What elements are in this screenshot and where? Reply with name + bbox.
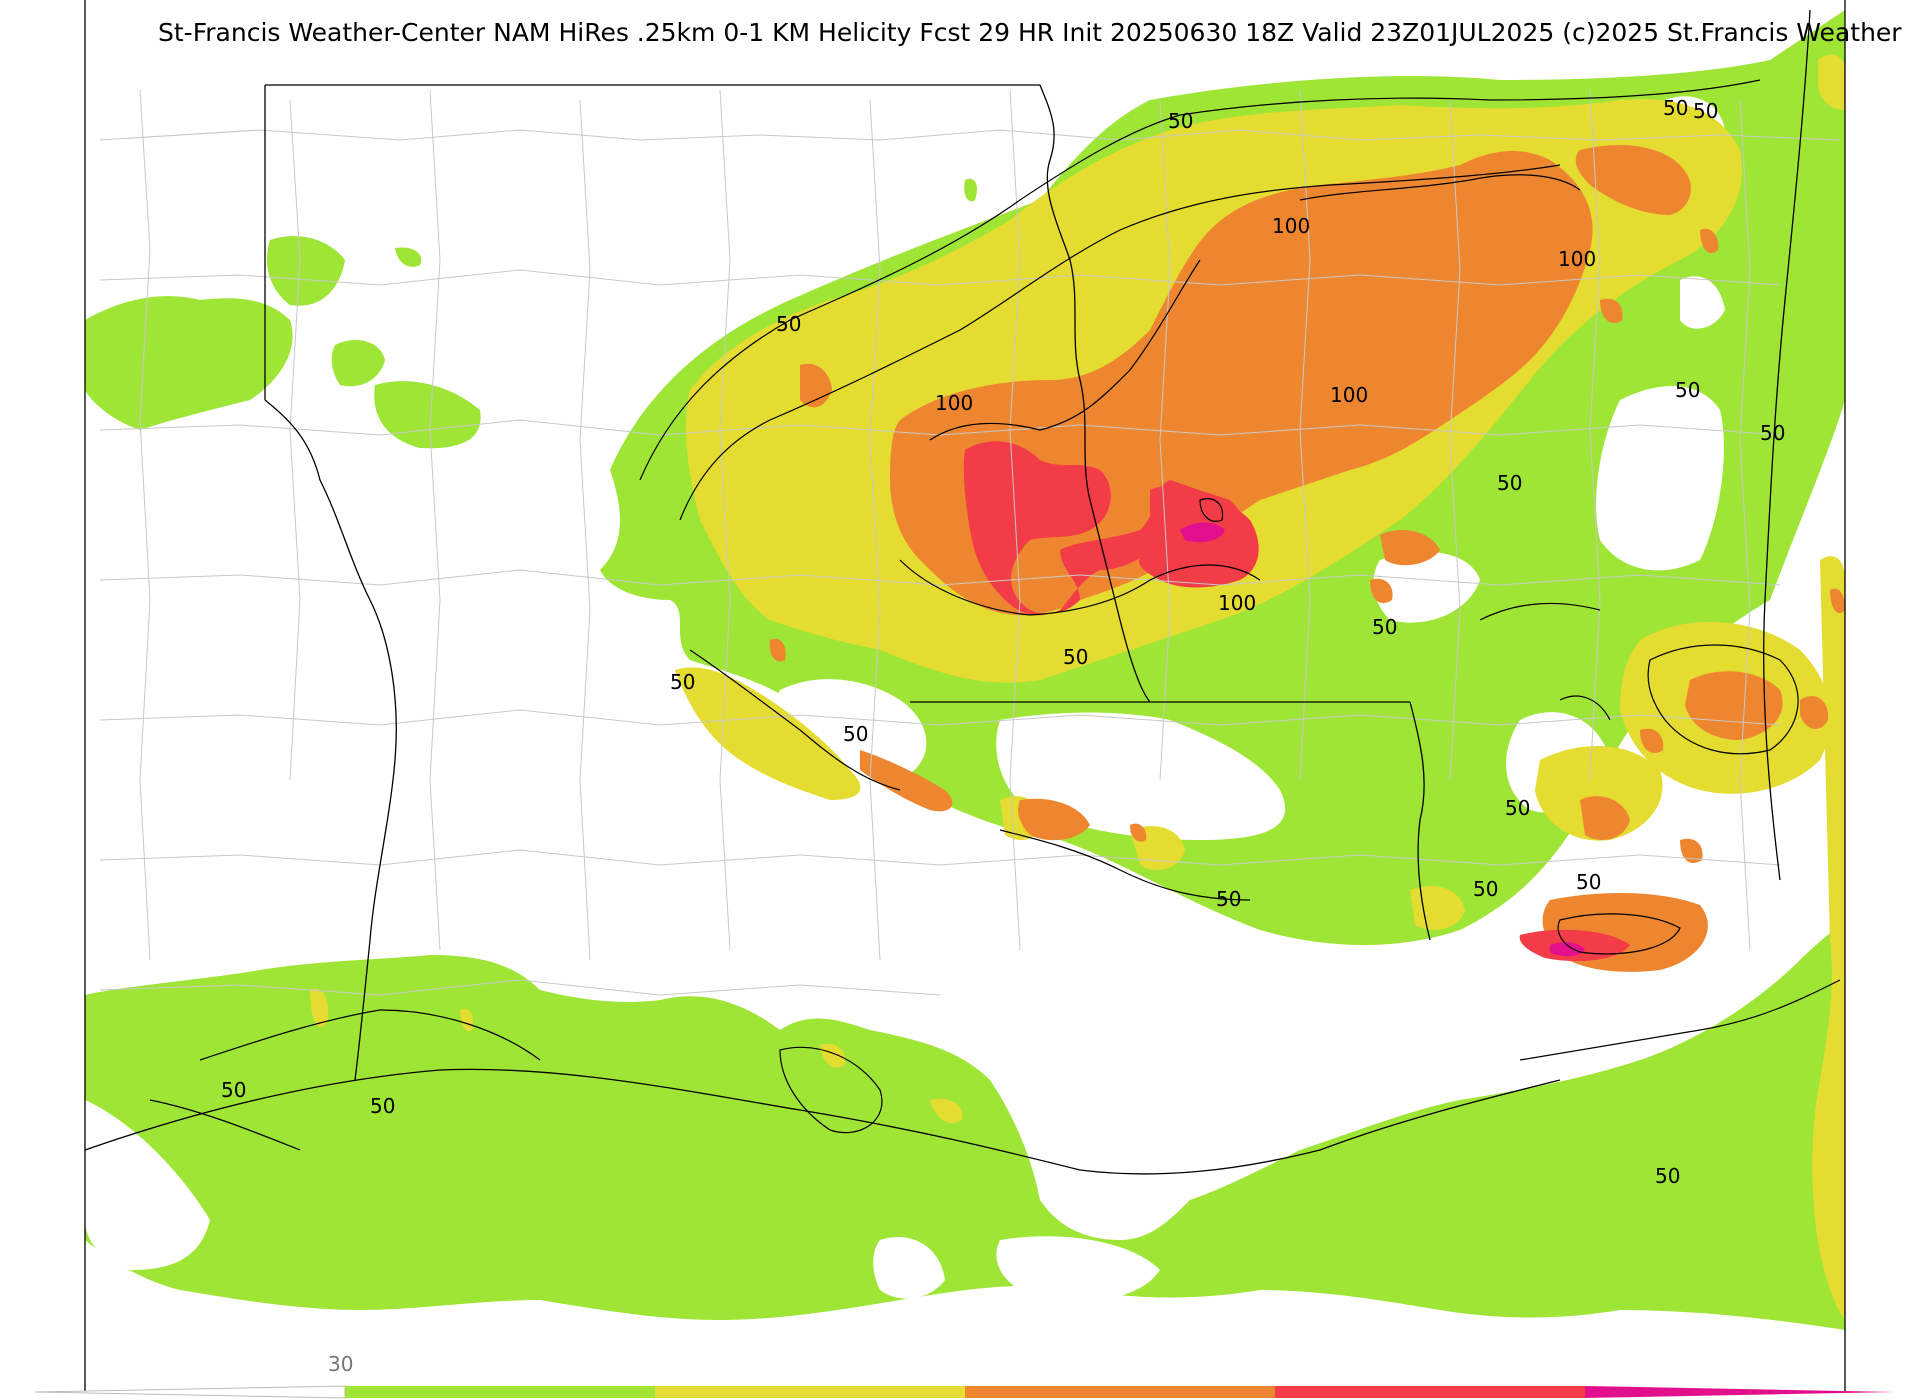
contour-label: 50: [843, 722, 868, 746]
contour-label-layer: 50 50 50 50 50 50 50 50 50 50 50 50 50 5…: [221, 96, 1785, 1188]
contour-label: 50: [1216, 887, 1241, 911]
contour-label: 50: [1168, 109, 1193, 133]
colorbar-segment: [345, 1386, 655, 1398]
contour-label: 100: [1330, 383, 1368, 407]
colorbar: [34, 1385, 1895, 1399]
contour-label: 50: [1760, 421, 1785, 445]
contour-label: 50: [1693, 99, 1718, 123]
contour-label: 50: [1663, 96, 1688, 120]
contour-label: 50: [370, 1094, 395, 1118]
county-boundaries: [99, 89, 1841, 996]
colorbar-segment: [655, 1386, 965, 1398]
map-title: St-Francis Weather-Center NAM HiRes .25k…: [158, 18, 1902, 47]
colorbar-segment: [1275, 1386, 1585, 1398]
contour-label: 50: [1063, 645, 1088, 669]
contour-label: 50: [221, 1078, 246, 1102]
colorbar-tick-label: 30: [328, 1352, 354, 1376]
contour-label: 50: [1576, 870, 1601, 894]
contour-label: 50: [1372, 615, 1397, 639]
contour-label: 50: [1473, 877, 1498, 901]
contour-label: 50: [776, 312, 801, 336]
contour-label: 50: [670, 670, 695, 694]
contour-label: 50: [1675, 378, 1700, 402]
state-boundaries: [84, 9, 1811, 1175]
colorbar-segment: [965, 1386, 1275, 1398]
contour-label: 50: [1655, 1164, 1680, 1188]
contour-label: 100: [1558, 247, 1596, 271]
colorbar-right-arrow: [1585, 1386, 1895, 1398]
helicity-contours: [149, 79, 1841, 1151]
contour-label: 100: [1218, 591, 1256, 615]
contour-label: 50: [1497, 471, 1522, 495]
contour-label: 100: [1272, 214, 1310, 238]
helicity-fill-extreme: [1180, 522, 1585, 957]
contour-label: 100: [935, 391, 973, 415]
contour-label: 50: [1505, 796, 1530, 820]
